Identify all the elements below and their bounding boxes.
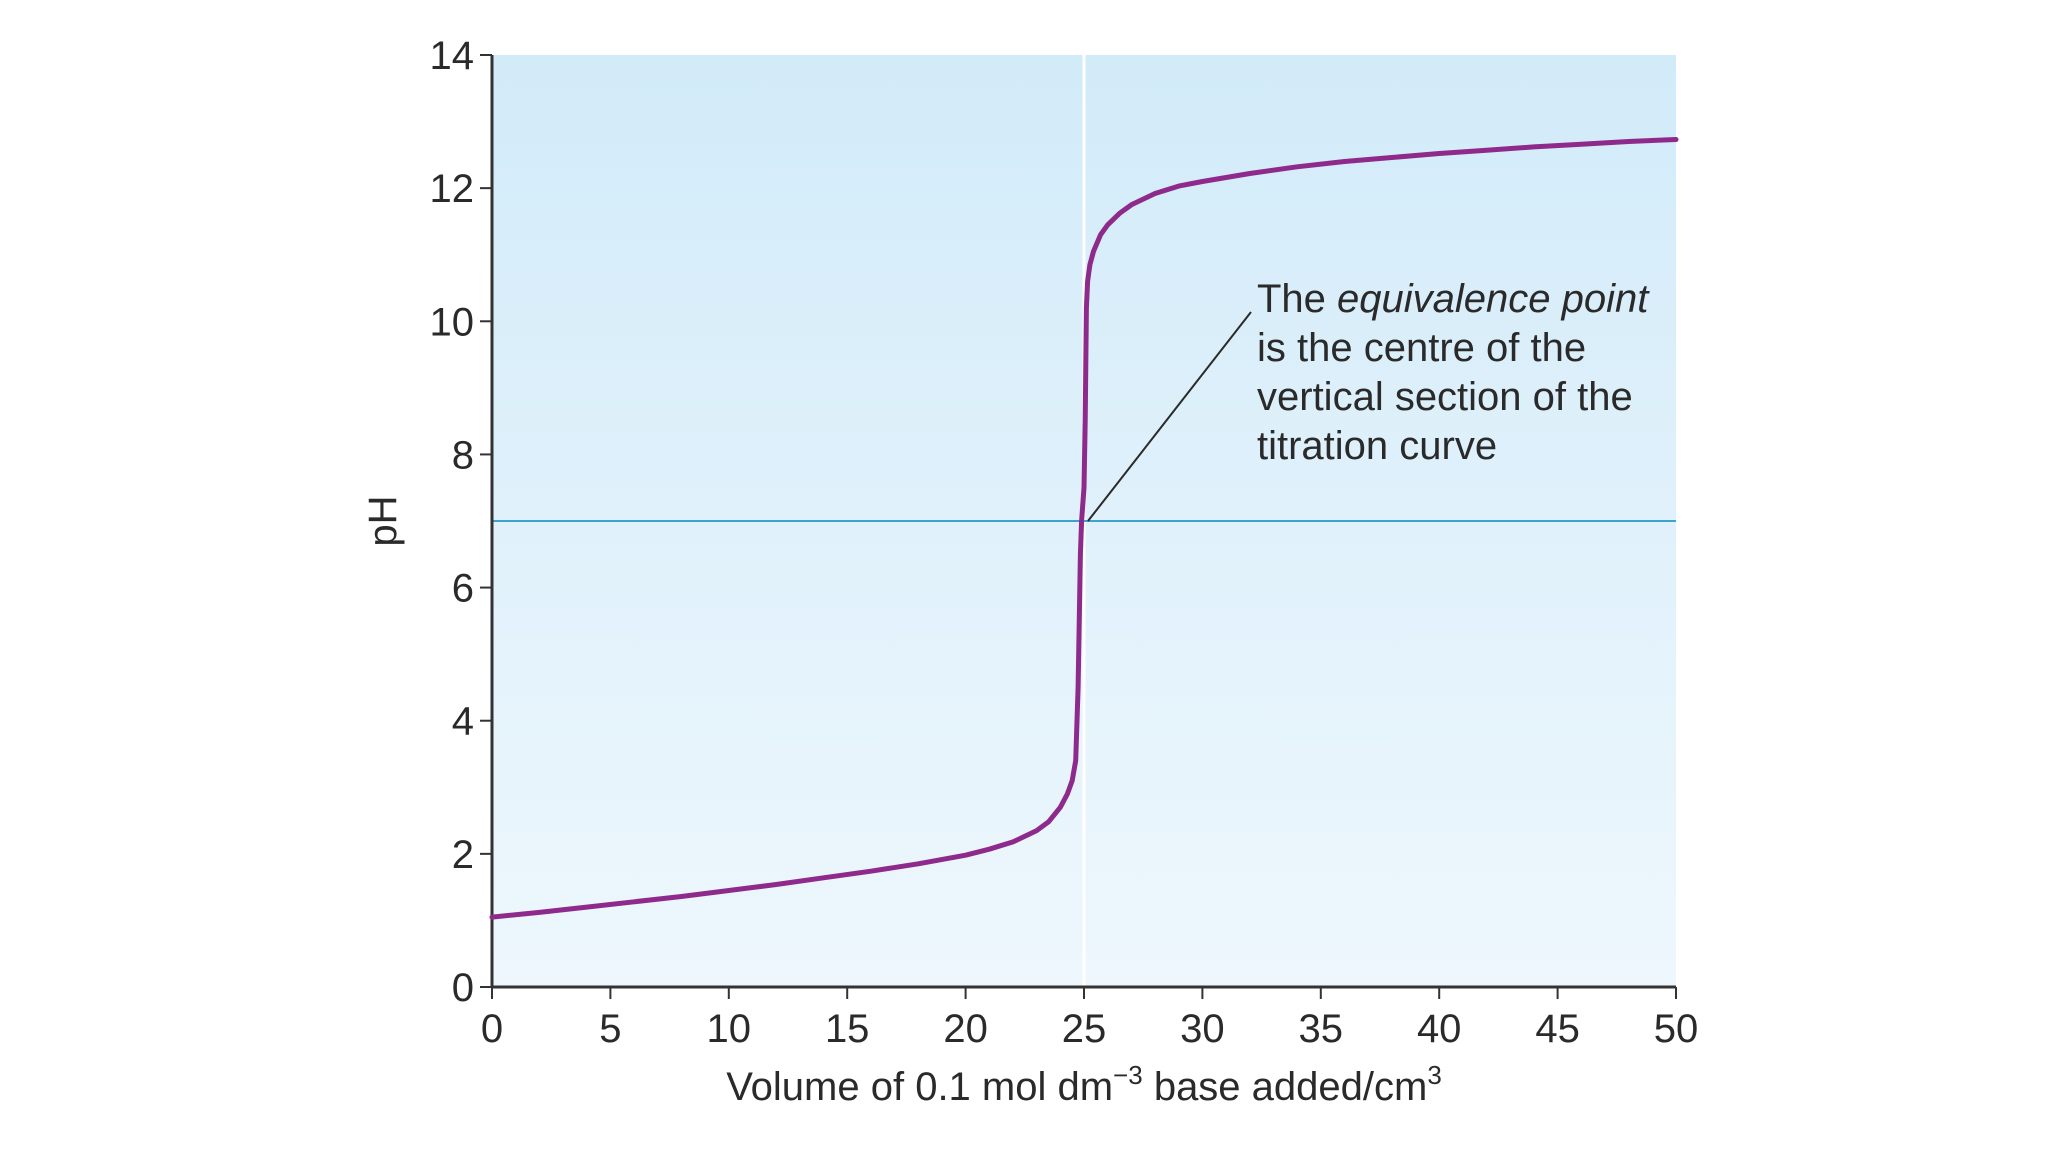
x-tick-label: 50 (1654, 1007, 1699, 1051)
annotation-line: titration curve (1257, 424, 1497, 468)
x-tick-label: 10 (707, 1007, 752, 1051)
y-tick-label: 6 (452, 567, 474, 611)
x-axis-label-suffix-exponent: 3 (1427, 1060, 1441, 1090)
x-tick-label: 20 (943, 1007, 988, 1051)
annotation-leader-line (1087, 311, 1252, 522)
x-axis-label-exponent: −3 (1113, 1060, 1143, 1090)
x-tick-label: 40 (1417, 1007, 1462, 1051)
titration-curve (489, 137, 1679, 920)
x-tick-label: 30 (1180, 1007, 1225, 1051)
y-tick-label: 14 (430, 34, 475, 78)
x-axis: 0 5 10 15 20 25 30 35 40 45 50 (481, 985, 1699, 1051)
y-tick-label: 2 (452, 833, 474, 877)
equivalence-point-annotation: The equivalence point is the centre of th… (1257, 277, 1650, 468)
y-tick-label: 12 (430, 167, 475, 211)
y-tick-label: 0 (452, 966, 474, 1010)
y-tick-label: 4 (452, 700, 474, 744)
x-tick-label: 15 (825, 1007, 870, 1051)
annotation-line: is the centre of the (1257, 326, 1586, 370)
x-tick-label: 5 (599, 1007, 621, 1051)
y-axis-label: pH (361, 495, 405, 546)
y-axis: 0 2 4 6 8 10 12 14 (430, 34, 494, 1010)
x-axis-label-suffix: base added/cm (1143, 1065, 1428, 1109)
x-tick-label: 45 (1535, 1007, 1580, 1051)
x-tick-label: 35 (1299, 1007, 1344, 1051)
x-axis-label-prefix: Volume of 0.1 mol dm (726, 1065, 1113, 1109)
y-tick-label: 8 (452, 433, 474, 477)
annotation-line: The equivalence point (1257, 277, 1650, 321)
x-axis-label: Volume of 0.1 mol dm−3 base added/cm3 (726, 1060, 1442, 1109)
y-tick-label: 10 (430, 300, 475, 344)
annotation-line: vertical section of the (1257, 375, 1633, 419)
x-tick-label: 0 (481, 1007, 503, 1051)
x-tick-label: 25 (1062, 1007, 1107, 1051)
